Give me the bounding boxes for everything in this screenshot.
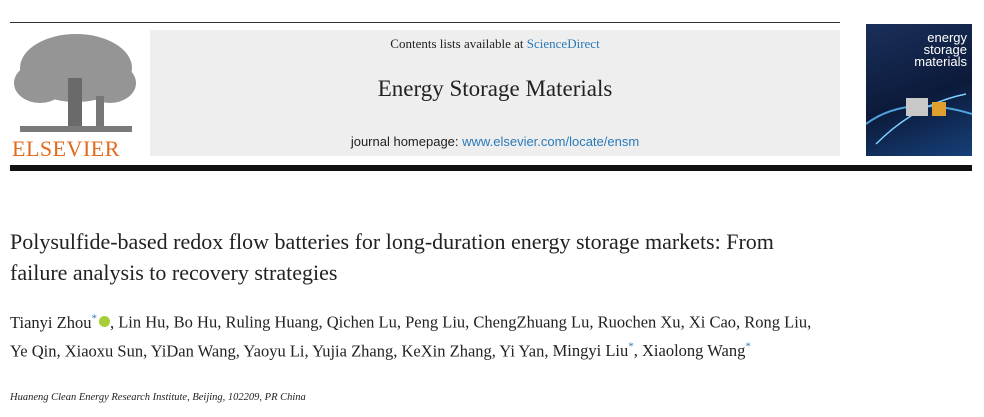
author-separator: , [544, 341, 549, 360]
author: Rong Liu, [744, 313, 811, 332]
author-name: KeXin Zhang [401, 341, 492, 360]
orcid-icon [98, 315, 110, 327]
author-name: Yujia Zhang [312, 341, 394, 360]
author: Peng Liu, [405, 313, 469, 332]
author: Yaoyu Li, [243, 341, 308, 360]
author-separator: , [165, 312, 170, 332]
corresponding-mark: * [91, 312, 97, 324]
author-name: Yi Yan [499, 341, 545, 360]
author-name: YiDan Wang [150, 341, 236, 360]
author-name: Mingyi Liu [552, 341, 629, 360]
author: Xiaoxu Sun, [65, 341, 148, 360]
author-name: Yaoyu Li [243, 341, 305, 360]
author: YiDan Wang, [151, 341, 240, 360]
author: Xiaolong Wang* [642, 340, 751, 361]
author-separator: , [491, 341, 496, 360]
author: KeXin Zhang, [402, 341, 496, 360]
author-name: Xi Cao [688, 312, 737, 332]
author-name: Ruochen Xu [597, 312, 681, 332]
homepage-link[interactable]: www.elsevier.com/locate/ensm [462, 134, 640, 149]
cover-title: energy storage materials [914, 30, 967, 69]
author-separator: , [143, 341, 148, 360]
author: Tianyi Zhou*, [10, 312, 115, 332]
cover-title-line: energy [927, 30, 967, 45]
author: Ruochen Xu, [598, 313, 685, 332]
author-separator: , [235, 341, 240, 360]
author-name: Qichen Lu [326, 312, 397, 332]
author: Xi Cao, [689, 313, 740, 332]
corresponding-mark: * [745, 340, 751, 353]
author-separator: , [396, 312, 401, 332]
author-name: Bo Hu [173, 312, 218, 332]
journal-name: Energy Storage Materials [377, 76, 613, 101]
author: Lin Hu, [118, 313, 169, 332]
author: Ruling Huang, [225, 313, 322, 332]
author-name: Tianyi Zhou [10, 312, 92, 332]
author-separator: , [304, 341, 309, 360]
author-name: Rong Liu [744, 312, 808, 332]
author-separator: , [217, 312, 222, 332]
author-name: Ruling Huang [225, 312, 319, 332]
publisher: ELSEVIER [12, 136, 120, 161]
author-separator: , [393, 341, 398, 360]
author-name: Xiaolong Wang [642, 341, 746, 360]
author-name: Ye Qin [10, 341, 57, 360]
author: Ye Qin, [10, 341, 61, 360]
author: Yi Yan, [499, 341, 548, 360]
author: ChengZhuang Lu, [473, 313, 593, 332]
publisher-logo [14, 34, 136, 132]
top-rule [10, 22, 840, 23]
contents-line: Contents lists available at ScienceDirec… [150, 36, 840, 52]
cover-title-line: storage [923, 42, 967, 57]
corresponding-mark: * [628, 340, 634, 353]
contents-link[interactable]: ScienceDirect [526, 36, 600, 51]
affiliation: Huaneng Clean Energy Research Institute,… [10, 392, 306, 403]
journal-box: Contents lists available at ScienceDirec… [150, 30, 840, 156]
author-separator: , [589, 312, 594, 332]
author-separator: , [109, 312, 115, 332]
author: Bo Hu, [174, 313, 222, 332]
contents-prefix: Contents lists available at [390, 36, 524, 51]
cover-art [866, 93, 972, 145]
author-separator: , [736, 312, 741, 332]
cover-title-line: materials [914, 54, 967, 69]
homepage-prefix: journal homepage: [350, 134, 459, 149]
author-separator: , [633, 341, 638, 360]
author-name: Peng Liu [405, 312, 466, 332]
author-separator: , [465, 312, 470, 332]
author-separator: , [807, 312, 812, 332]
author: Mingyi Liu*, [552, 340, 638, 361]
author-list: Tianyi Zhou*, Lin Hu, Bo Hu, Ruling Huan… [10, 306, 820, 363]
author: Qichen Lu, [327, 313, 401, 332]
author-name: Xiaoxu Sun [64, 341, 144, 360]
author-separator: , [680, 312, 685, 332]
journal-cover: energy storage materials [866, 24, 972, 156]
article-title: Polysulfide-based redox flow batteries f… [10, 229, 774, 285]
header-rule [10, 165, 972, 171]
author-name: Lin Hu [118, 312, 166, 332]
homepage-line: journal homepage: www.elsevier.com/locat… [150, 134, 840, 149]
author-name: ChengZhuang Lu [473, 312, 590, 332]
author: Yujia Zhang, [312, 341, 397, 360]
author-separator: , [56, 341, 61, 360]
author-separator: , [318, 312, 323, 332]
